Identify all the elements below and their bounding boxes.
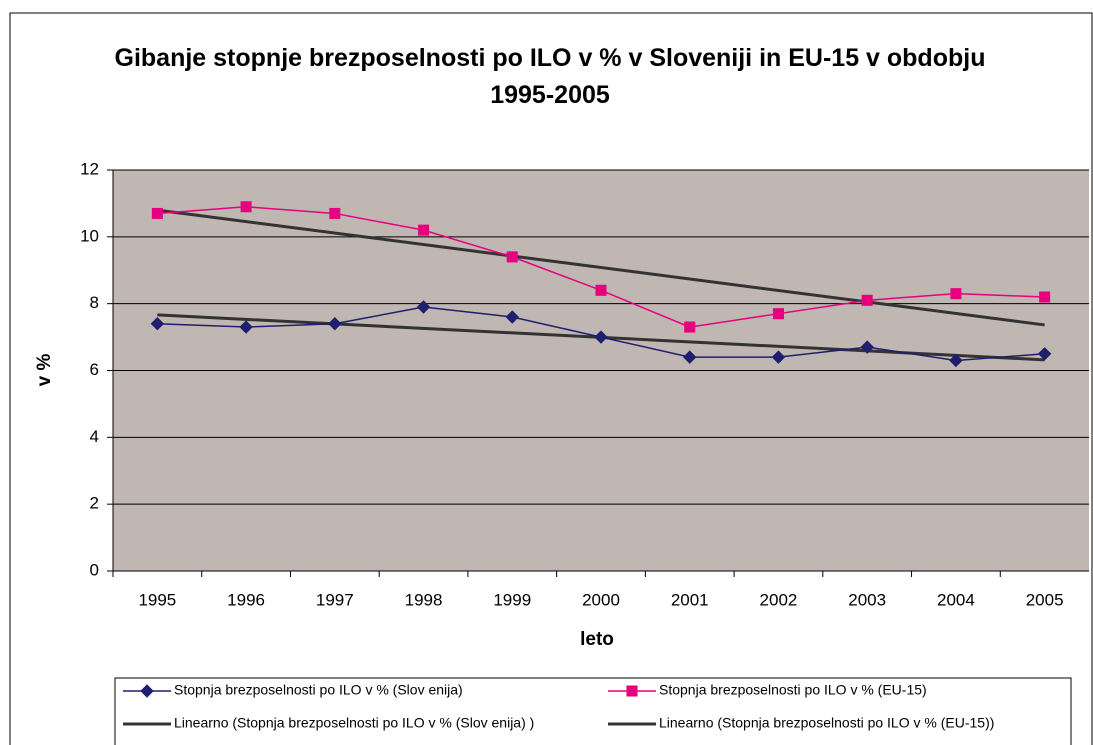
x-tick-label: 2000 bbox=[582, 590, 620, 609]
legend-marker bbox=[140, 684, 154, 698]
point bbox=[150, 317, 165, 331]
point bbox=[151, 207, 163, 219]
point bbox=[328, 317, 342, 331]
x-tick-label: 2005 bbox=[1026, 590, 1064, 609]
y-tick-label: 12 bbox=[80, 159, 99, 178]
legend-label: Linearno (Stopnja brezposelnosti po ILO … bbox=[659, 715, 994, 731]
point bbox=[860, 340, 874, 354]
point bbox=[861, 294, 873, 306]
point bbox=[329, 207, 341, 219]
x-tick-label: 2001 bbox=[671, 590, 709, 609]
point bbox=[595, 284, 607, 296]
point bbox=[950, 288, 962, 300]
x-tick-label: 1995 bbox=[138, 590, 176, 609]
point bbox=[684, 321, 696, 333]
point bbox=[949, 353, 963, 368]
y-tick-label: 0 bbox=[90, 560, 99, 579]
point bbox=[1037, 347, 1052, 361]
x-tick-label: 1997 bbox=[316, 590, 354, 609]
legend-box bbox=[114, 677, 1072, 745]
y-tick-label: 10 bbox=[80, 226, 99, 245]
point bbox=[1039, 291, 1051, 303]
legend-label: Stopnja brezposelnosti po ILO v % (Slov … bbox=[174, 682, 463, 698]
x-tick-label: 2002 bbox=[760, 590, 798, 609]
x-tick-label: 1996 bbox=[227, 590, 265, 609]
x-tick-label: 1999 bbox=[493, 590, 531, 609]
x-axis-label: leto bbox=[580, 629, 614, 650]
legend-label: Stopnja brezposelnosti po ILO v % (EU-15… bbox=[659, 682, 927, 698]
point bbox=[239, 320, 253, 334]
point bbox=[594, 330, 608, 344]
x-tick-label: 1998 bbox=[405, 590, 443, 609]
point bbox=[683, 350, 697, 364]
point bbox=[772, 308, 784, 320]
legend-label: Linearno (Stopnja brezposelnosti po ILO … bbox=[174, 715, 534, 731]
y-tick-label: 4 bbox=[90, 427, 99, 446]
y-tick-label: 8 bbox=[90, 293, 99, 312]
trendline bbox=[157, 208, 1045, 327]
y-tick-label: 6 bbox=[90, 360, 99, 379]
point bbox=[505, 310, 519, 324]
point bbox=[240, 201, 252, 213]
point bbox=[506, 251, 518, 263]
legend-marker bbox=[626, 685, 638, 697]
x-tick-label: 2004 bbox=[937, 590, 975, 609]
point bbox=[418, 224, 430, 236]
point bbox=[771, 350, 786, 364]
x-tick-label: 2003 bbox=[848, 590, 886, 609]
y-tick-label: 2 bbox=[90, 494, 99, 513]
y-axis-label: v % bbox=[34, 354, 55, 387]
point bbox=[416, 300, 431, 314]
chart-title: Gibanje stopnje brezposelnosti po ILO v … bbox=[114, 44, 986, 109]
